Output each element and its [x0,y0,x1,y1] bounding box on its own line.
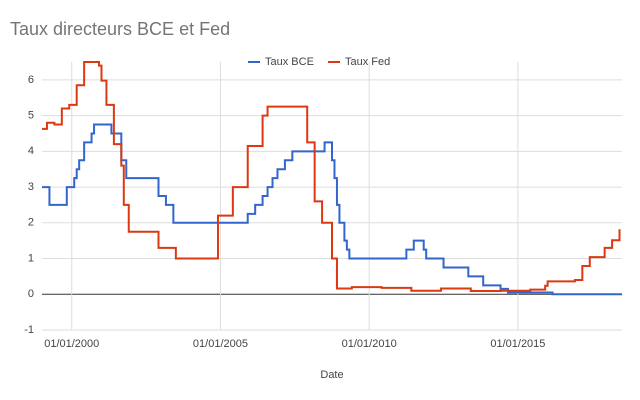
y-tick-label: 3 [28,181,34,193]
series-line [42,61,621,293]
y-tick-label: 0 [28,288,34,300]
legend-label: Taux Fed [345,56,390,68]
y-tick-label: 4 [28,145,34,157]
x-tick-label: 01/01/2010 [342,338,397,350]
y-tick-label: 1 [28,252,34,264]
x-tick-label: 01/01/2015 [490,338,545,350]
chart-title: Taux directeurs BCE et Fed [10,19,230,39]
y-tick-label: -1 [24,324,34,336]
y-tick-label: 5 [28,110,34,122]
y-tick-label: 6 [28,74,34,86]
legend-label: Taux BCE [265,56,314,68]
y-tick-label: 2 [28,217,34,229]
x-axis-label: Date [320,369,343,381]
series-line [42,123,622,296]
x-tick-label: 01/01/2005 [193,338,248,350]
x-tick-label: 01/01/2000 [44,338,99,350]
